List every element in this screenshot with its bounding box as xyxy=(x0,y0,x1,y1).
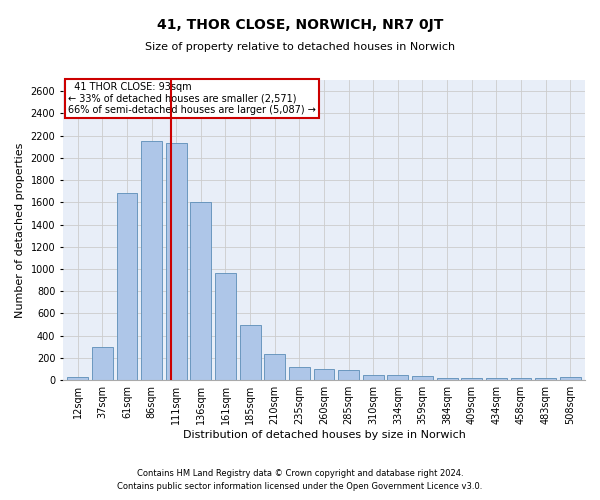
Bar xyxy=(535,378,556,380)
Bar xyxy=(190,202,211,380)
Y-axis label: Number of detached properties: Number of detached properties xyxy=(15,142,25,318)
Bar xyxy=(264,354,285,380)
Bar xyxy=(289,367,310,380)
Bar xyxy=(67,378,88,380)
Bar xyxy=(437,378,458,380)
Bar xyxy=(239,324,260,380)
Bar xyxy=(486,378,507,380)
Bar xyxy=(141,141,162,380)
Text: Contains HM Land Registry data © Crown copyright and database right 2024.: Contains HM Land Registry data © Crown c… xyxy=(137,468,463,477)
Bar xyxy=(560,378,581,380)
Bar xyxy=(166,144,187,380)
X-axis label: Distribution of detached houses by size in Norwich: Distribution of detached houses by size … xyxy=(182,430,466,440)
Bar xyxy=(388,375,409,380)
Text: 41, THOR CLOSE, NORWICH, NR7 0JT: 41, THOR CLOSE, NORWICH, NR7 0JT xyxy=(157,18,443,32)
Bar xyxy=(511,378,532,380)
Bar xyxy=(92,347,113,380)
Text: 41 THOR CLOSE: 93sqm
← 33% of detached houses are smaller (2,571)
66% of semi-de: 41 THOR CLOSE: 93sqm ← 33% of detached h… xyxy=(68,82,316,114)
Bar xyxy=(412,376,433,380)
Text: Contains public sector information licensed under the Open Government Licence v3: Contains public sector information licen… xyxy=(118,482,482,491)
Bar xyxy=(215,274,236,380)
Bar xyxy=(363,375,383,380)
Bar xyxy=(461,378,482,380)
Bar xyxy=(314,369,334,380)
Bar xyxy=(116,194,137,380)
Bar xyxy=(338,370,359,380)
Text: Size of property relative to detached houses in Norwich: Size of property relative to detached ho… xyxy=(145,42,455,52)
